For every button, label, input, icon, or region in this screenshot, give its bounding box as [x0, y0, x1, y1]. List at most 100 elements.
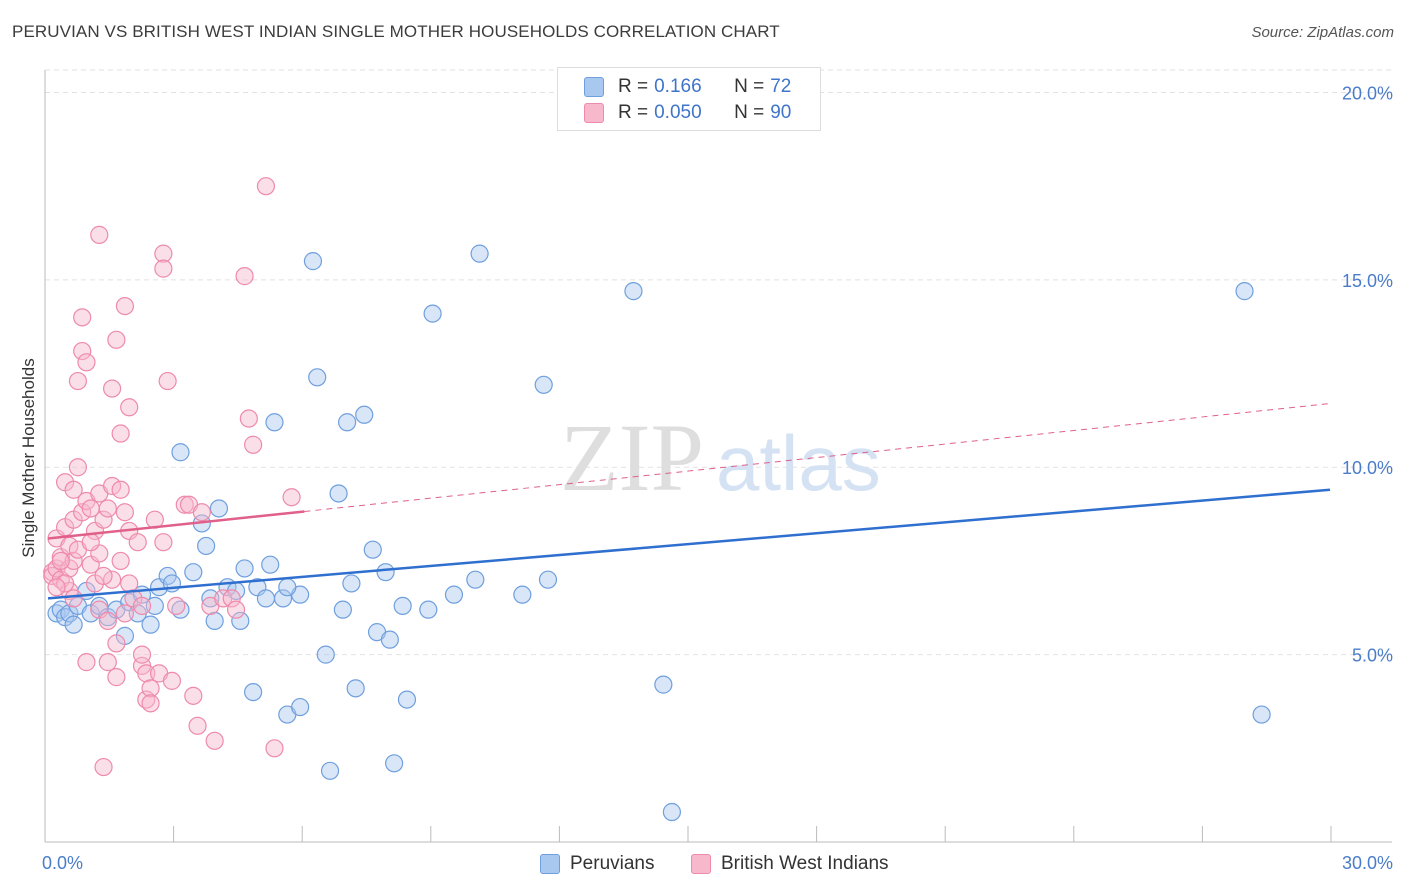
y-tick-label: 5.0%	[1352, 646, 1393, 666]
british-west-indian-point	[111, 424, 130, 443]
british-west-indian-point	[158, 371, 177, 391]
source-label: Source: ZipAtlas.com	[1251, 24, 1394, 41]
peruvian-point	[171, 443, 190, 462]
n-label: N =	[734, 76, 765, 97]
british-west-indian-point	[68, 371, 88, 391]
peruvian-point	[624, 282, 643, 301]
british-west-indian-point	[282, 488, 301, 507]
peruvian-point	[444, 585, 464, 604]
british-west-indian-point	[94, 566, 113, 586]
british-west-indian-point	[94, 757, 113, 777]
peruvian-point	[419, 600, 438, 619]
british-west-indian-point	[98, 611, 117, 630]
peruvian-point	[265, 413, 284, 432]
british-west-indian-point	[51, 551, 70, 571]
trend-lines	[47, 403, 1331, 600]
r-value: 0.166	[654, 76, 702, 97]
peruvian-point	[184, 563, 203, 582]
legend-row-peruvians: R = 0.166 N = 72	[584, 75, 809, 99]
peruvian-point	[141, 615, 160, 634]
peruvian-point	[261, 555, 280, 574]
peruvian-point	[329, 484, 348, 503]
peruvian-trend-line	[47, 488, 1331, 600]
british-west-indian-point	[239, 409, 258, 428]
peruvian-point	[209, 499, 229, 518]
british-west-indian-point	[77, 353, 96, 372]
legend-row-british-west-indians: R = 0.050 N = 90	[584, 101, 809, 125]
peruvian-point	[376, 563, 395, 582]
british-west-indian-point	[107, 668, 126, 687]
peruvian-point	[197, 536, 216, 556]
british-west-indian-point	[107, 634, 126, 653]
peruvian-point	[654, 675, 673, 694]
watermark-atlas: atlas	[716, 419, 881, 507]
british-west-indian-point	[137, 664, 156, 683]
british-west-indian-point	[107, 330, 126, 349]
peruvian-point	[363, 540, 382, 559]
y-tick-label: 15.0%	[1342, 271, 1393, 291]
chart-title: PERUVIAN VS BRITISH WEST INDIAN SINGLE M…	[12, 22, 780, 41]
peruvian-point	[342, 574, 361, 593]
british-west-indian-point	[90, 225, 109, 244]
tick-labels: 5.0% 10.0% 15.0% 20.0% 0.0% 30.0%	[42, 83, 1393, 873]
peruvian-point	[338, 413, 357, 432]
british-west-indian-point	[98, 653, 117, 672]
peruvian-point	[423, 304, 442, 323]
british-west-indian-point	[132, 596, 152, 616]
legend-label-british-west-indians: British West Indians	[721, 853, 889, 874]
peruvian-point	[346, 679, 365, 698]
british-west-indian-point	[111, 480, 130, 499]
british-west-indian-point	[154, 244, 173, 263]
legend-label-peruvians: Peruvians	[570, 853, 655, 874]
british-west-indian-point	[141, 694, 160, 713]
british-west-indian-point	[120, 398, 139, 417]
british-west-indian-point	[222, 589, 241, 608]
n-value: 90	[770, 102, 792, 123]
peruvian-point	[534, 375, 553, 394]
british-west-indian-point	[73, 341, 92, 361]
british-west-indian-point	[175, 495, 194, 514]
r-label: R =	[618, 102, 649, 123]
british-west-indian-point	[167, 596, 186, 616]
peruvian-point	[320, 761, 340, 780]
british-west-indian-point	[102, 379, 122, 398]
peruvian-point	[538, 570, 558, 589]
british-west-indian-point	[64, 551, 83, 571]
peruvian-point	[316, 645, 335, 664]
y-tick-label: 10.0%	[1342, 458, 1393, 478]
peruvian-point	[333, 600, 352, 619]
legend-swatch-british-west-indians	[584, 103, 604, 123]
peruvian-point	[278, 578, 297, 597]
peruvian-point	[385, 754, 404, 773]
peruvian-point	[397, 690, 417, 709]
british-west-indian-point	[184, 686, 203, 705]
british-west-indian-point	[226, 600, 246, 619]
peruvian-point	[235, 559, 254, 578]
peruvian-point	[201, 589, 220, 608]
legend-swatch-british-west-indians	[691, 854, 711, 874]
y-tick-label: 20.0%	[1342, 83, 1393, 103]
british-west-indian-point	[128, 533, 147, 552]
british-west-indian-point	[68, 458, 88, 477]
british-west-indian-point	[64, 480, 83, 499]
peruvian-point	[303, 252, 323, 271]
british-west-indian-point	[115, 296, 135, 316]
british-west-indian-point	[132, 645, 152, 664]
legend-item-peruvians[interactable]: Peruvians	[540, 851, 655, 877]
axes	[44, 70, 1392, 843]
watermark-zip: ZIP	[560, 404, 704, 511]
peruvian-point	[145, 596, 164, 616]
peruvian-point	[256, 589, 276, 608]
british-west-indian-point	[188, 716, 207, 735]
british-west-indian-point	[94, 510, 113, 529]
y-axis-label: Single Mother Households	[19, 358, 38, 557]
british-west-indian-point	[47, 578, 66, 597]
peruvian-point	[244, 682, 263, 702]
peruvian-point	[1235, 282, 1254, 301]
british-west-indian-point	[77, 653, 96, 672]
n-label: N =	[734, 102, 765, 123]
peruvian-point	[308, 368, 327, 387]
british-west-indian-point	[81, 533, 100, 552]
legend-item-british-west-indians[interactable]: British West Indians	[691, 851, 889, 877]
